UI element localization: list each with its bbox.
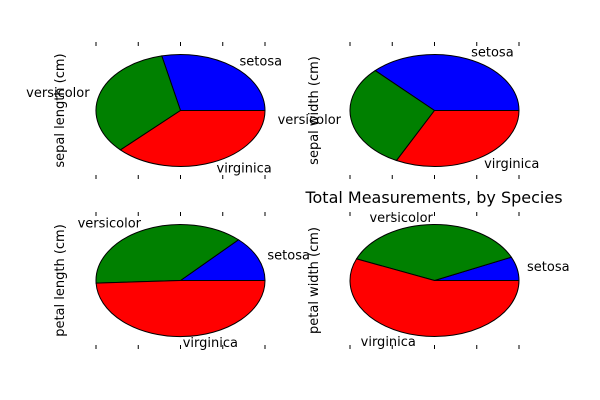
pie-panel-4: setosa versicolor virginica petal width (cm…: [307, 211, 570, 350]
pie-panel-1: setosa versicolor virginica sepal length (c…: [26, 42, 282, 179]
slice-label-versicolor: versicolor: [369, 211, 433, 226]
figure-title: Total Measurements, by Species: [304, 188, 562, 207]
pie-slice-virginica: [349, 258, 520, 337]
slice-label-virginica: virginica: [217, 162, 272, 177]
slice-label-setosa: setosa: [471, 46, 514, 61]
slice-label-setosa: setosa: [527, 260, 570, 275]
y-axis-label: petal width (cm): [307, 227, 322, 334]
y-axis-label: sepal width (cm): [307, 56, 322, 165]
pie-slice-versicolor: [95, 224, 240, 284]
pie-panel-3: setosa versicolor virginica petal length (c…: [53, 212, 310, 351]
pie-panel-2: setosa versicolor virginica sepal width (cm…: [278, 42, 539, 179]
y-axis-label: petal length (cm): [53, 224, 68, 337]
slice-label-versicolor: versicolor: [78, 217, 142, 232]
pie-slice-versicolor: [355, 224, 513, 282]
slice-label-setosa: setosa: [240, 55, 283, 70]
slice-label-versicolor: versicolor: [26, 86, 90, 101]
slice-label-virginica: virginica: [361, 335, 416, 350]
slice-label-virginica: virginica: [183, 336, 238, 351]
pie-slice-virginica: [395, 110, 520, 167]
pie-slice-virginica: [95, 280, 266, 338]
pie-slice-setosa: [161, 54, 266, 111]
pie-slice-versicolor: [95, 55, 182, 151]
y-axis-label: sepal length (cm): [53, 53, 68, 167]
pie-slice-setosa: [374, 54, 520, 111]
slice-label-virginica: virginica: [484, 157, 539, 172]
slice-label-versicolor: versicolor: [278, 113, 342, 128]
slice-label-setosa: setosa: [267, 249, 310, 264]
pie-slice-virginica: [119, 110, 266, 168]
pie-slice-setosa: [178, 239, 266, 281]
